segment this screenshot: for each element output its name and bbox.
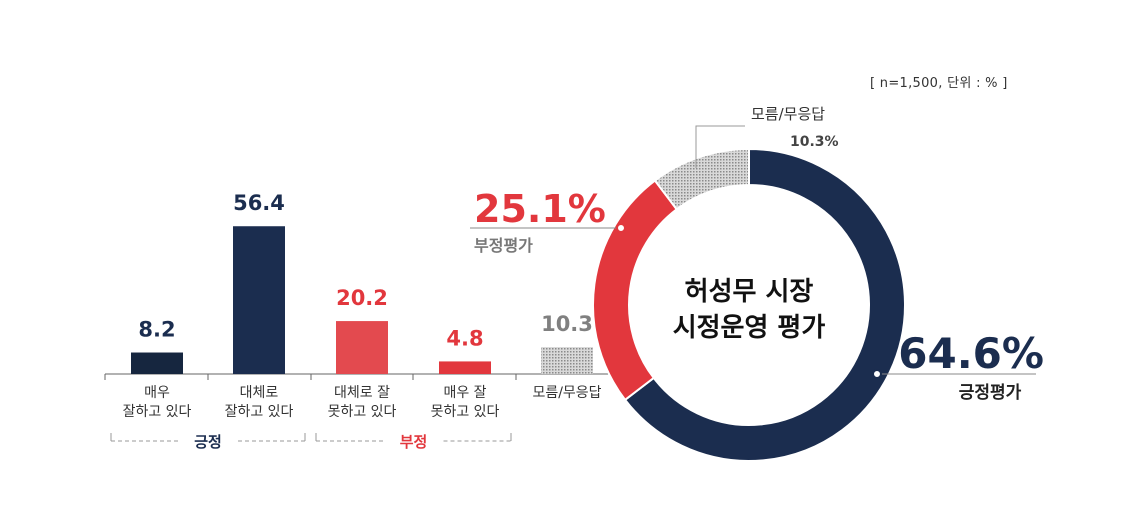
unknown-percent: 10.3% xyxy=(790,134,839,150)
negative-percent: 25.1% xyxy=(474,187,606,231)
bar xyxy=(541,347,593,374)
group-label: 부정 xyxy=(400,433,428,451)
category-label: 대체로 잘 xyxy=(334,385,390,401)
bar xyxy=(336,321,388,374)
bar-value-label: 8.2 xyxy=(138,318,175,342)
negative-marker xyxy=(616,223,626,233)
donut-center-subtitle: 시정운영 평가 xyxy=(673,313,826,343)
donut-slice xyxy=(653,147,750,211)
bar xyxy=(439,361,491,374)
bar-value-label: 56.4 xyxy=(233,191,285,215)
category-label: 매우 xyxy=(144,385,170,401)
negative-label: 부정평가 xyxy=(474,236,533,255)
positive-marker xyxy=(872,369,882,379)
bar-value-label: 20.2 xyxy=(336,286,388,310)
bar-value-label: 4.8 xyxy=(446,326,483,350)
positive-percent: 64.6% xyxy=(898,329,1044,378)
bar xyxy=(131,352,183,374)
unknown-label: 모름/무응답 xyxy=(751,105,825,123)
sample-note: [ n=1,500, 단위 : % ] xyxy=(870,76,1008,91)
leader-line xyxy=(695,125,745,168)
bar-value-label: 10.3 xyxy=(541,312,593,336)
positive-label: 긍정평가 xyxy=(959,383,1022,403)
donut-slice xyxy=(623,147,906,462)
category-label: 잘하고 있다 xyxy=(123,404,192,420)
category-label: 매우 잘 xyxy=(443,385,486,401)
category-label: 못하고 있다 xyxy=(328,404,397,420)
category-label: 잘하고 있다 xyxy=(225,404,294,420)
category-label: 못하고 있다 xyxy=(431,404,500,420)
bar xyxy=(233,226,285,374)
group-label: 긍정 xyxy=(194,433,222,451)
category-label: 모름/무응답 xyxy=(532,385,601,401)
category-label: 대체로 xyxy=(240,385,279,401)
donut-center-title: 허성무 시장 xyxy=(685,277,814,307)
